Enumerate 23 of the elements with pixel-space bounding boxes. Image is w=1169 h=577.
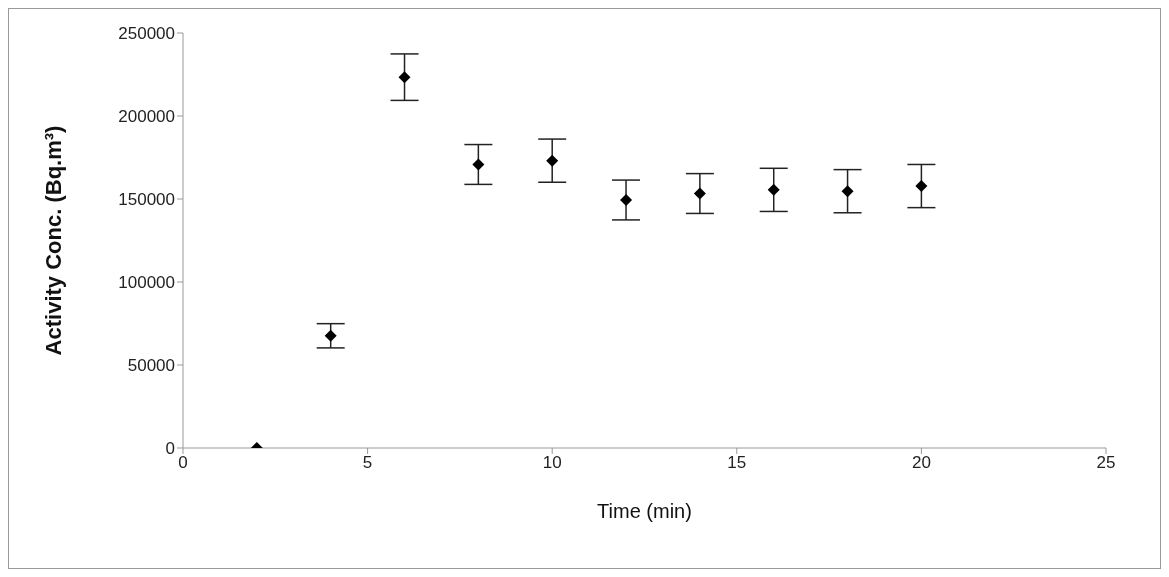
x-tick-label: 0	[178, 453, 188, 473]
point	[398, 71, 411, 84]
y-tick-label: 250000	[118, 24, 175, 44]
y-tick-label: 50000	[127, 356, 175, 376]
point	[546, 154, 559, 167]
point	[472, 158, 485, 171]
point	[841, 185, 854, 198]
x-tick-label: 25	[1096, 453, 1116, 473]
point	[324, 329, 337, 342]
point	[620, 194, 633, 206]
point	[767, 183, 780, 196]
x-axis-title: Time (min)	[597, 500, 692, 522]
y-tick-label: 0	[165, 439, 175, 459]
y-tick-label: 100000	[118, 273, 175, 293]
point	[915, 180, 928, 193]
y-tick-label: 200000	[118, 107, 175, 127]
point	[693, 187, 706, 200]
x-tick-label: 20	[911, 453, 931, 473]
x-tick-label: 5	[362, 453, 373, 473]
y-tick-label: 150000	[118, 190, 175, 210]
x-tick-label: 10	[542, 453, 562, 473]
y-axis-title: Activity Conc. (Bq.m³)	[41, 125, 66, 356]
x-tick-label: 15	[727, 453, 747, 473]
